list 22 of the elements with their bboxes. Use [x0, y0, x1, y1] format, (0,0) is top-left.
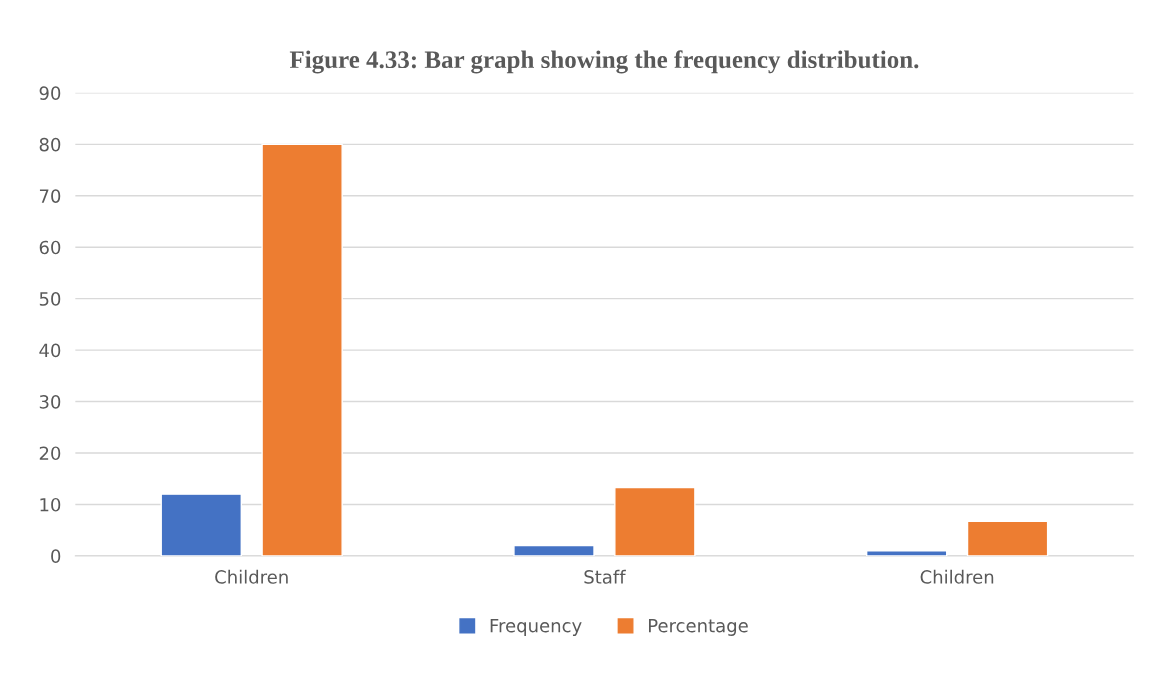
y-tick-label: 10: [40, 497, 61, 512]
x-tick-label: Children: [215, 569, 288, 584]
legend-label: Frequency: [490, 619, 582, 636]
y-tick-label: 30: [39, 395, 61, 409]
y-tick-label: 50: [39, 292, 61, 306]
x-tick-label: Children: [920, 569, 994, 584]
bar: [513, 544, 595, 556]
bar: [261, 143, 343, 556]
y-tick-label: 20: [39, 446, 61, 461]
bar: [160, 493, 242, 556]
y-tick-label: 60: [39, 240, 61, 255]
x-tick-label: Staff: [584, 569, 626, 584]
bar: [865, 550, 948, 556]
y-tick-label: 40: [39, 343, 61, 358]
y-tick-label: 70: [39, 189, 61, 203]
y-tick-label: 80: [39, 137, 61, 152]
bar: [966, 520, 1049, 556]
y-tick-label: 90: [39, 86, 61, 100]
legend-label: Percentage: [648, 619, 748, 636]
chart-title: Figure 4.33: Bar graph showing the frequency distribution.: [289, 50, 919, 74]
y-tick-label: 0: [51, 549, 61, 564]
bar: [614, 486, 696, 556]
